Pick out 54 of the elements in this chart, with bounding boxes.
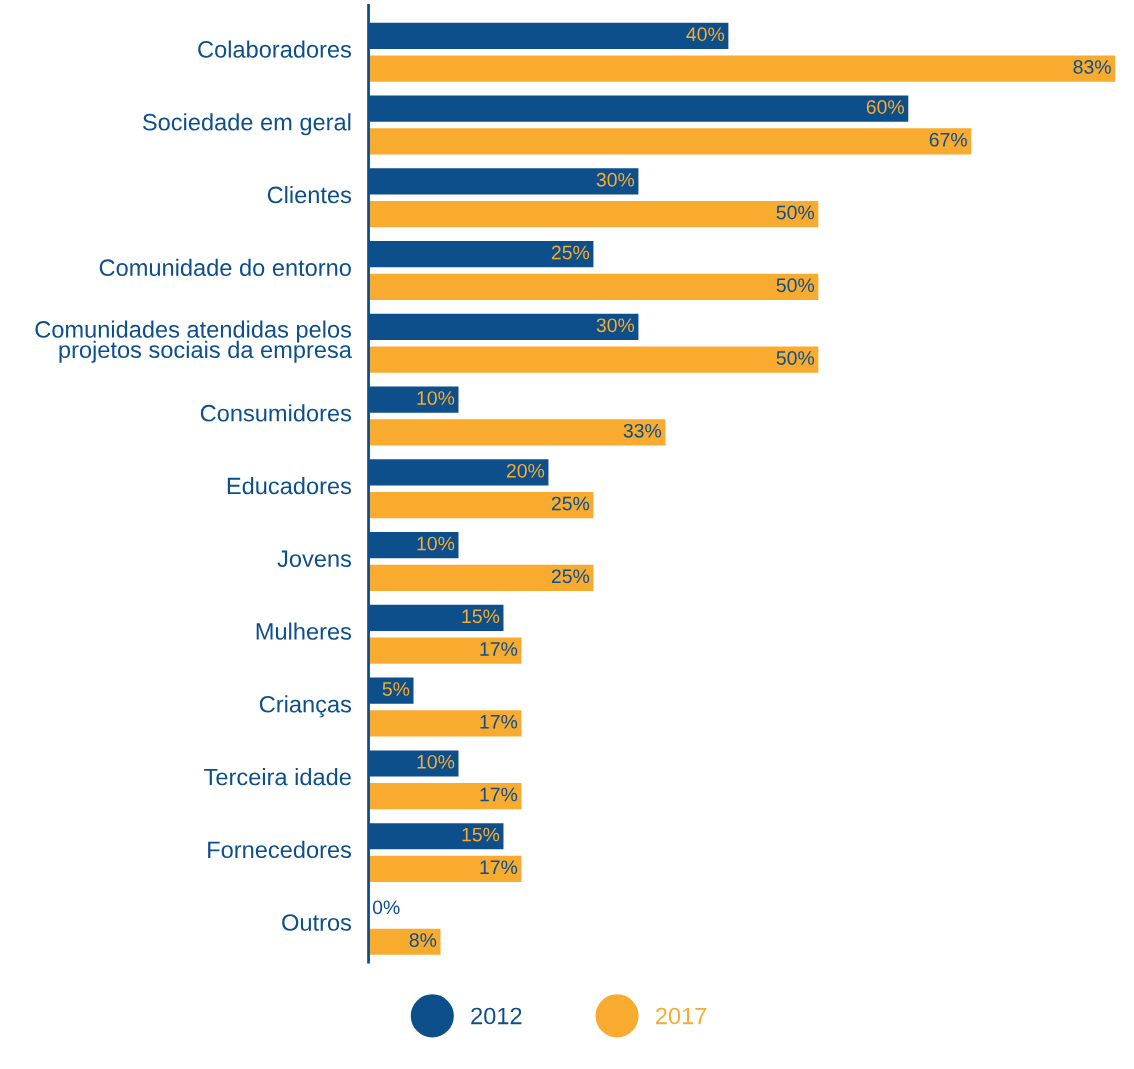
y-tick-label: Mulheres (256, 622, 352, 640)
data-label: 17% (480, 860, 518, 875)
data-label: 50% (776, 278, 815, 293)
data-label: 25% (551, 496, 590, 511)
data-label: 15% (462, 609, 500, 624)
data-label: 20% (506, 463, 545, 478)
bar (368, 710, 522, 737)
data-label: 40% (686, 27, 725, 42)
bar (368, 273, 819, 301)
data-label: 17% (480, 714, 518, 729)
data-label: 0% (372, 900, 400, 915)
data-label: 60% (866, 100, 904, 114)
bar (368, 419, 666, 446)
y-tick-label: Comunidades atendidas pelos projetos sociais da empresa (35, 320, 352, 363)
bar (368, 855, 522, 883)
bar (368, 637, 522, 664)
data-label: 83% (1073, 60, 1111, 74)
data-label: 5% (382, 682, 410, 696)
y-tick-label: Consumidores (200, 404, 352, 422)
data-label: 30% (596, 172, 635, 187)
bar (368, 783, 522, 810)
data-label: 33% (623, 423, 662, 438)
y-tick-label: Comunidade do entorno (99, 258, 351, 277)
data-label: 8% (409, 933, 437, 947)
y-tick-label: Jovens (277, 550, 352, 568)
bar (368, 55, 1116, 82)
data-label: 17% (480, 787, 518, 802)
y-tick-label: Fornecedores (208, 840, 352, 859)
legend-label: 2012 (471, 1007, 522, 1025)
data-label: 10% (417, 754, 455, 769)
y-tick-label: Clientes (267, 185, 352, 204)
data-label: 17% (480, 642, 518, 656)
bar (368, 928, 441, 955)
data-label: 30% (596, 318, 635, 333)
data-label: 50% (776, 351, 815, 365)
data-label: 10% (417, 536, 455, 551)
bar (368, 492, 594, 519)
bar (368, 564, 594, 592)
y-tick-label: Sociedade em geral (142, 113, 351, 136)
bar (368, 346, 819, 373)
y-tick-label: Terceira idade (204, 768, 351, 786)
y-tick-label: Outros (282, 914, 352, 931)
data-label: 67% (929, 132, 967, 147)
data-label: 50% (776, 205, 815, 220)
data-label: 25% (551, 569, 590, 584)
y-tick-label: Colaboradores (198, 40, 352, 58)
y-tick-label: Crianças (259, 695, 352, 718)
legend-label: 2017 (656, 1007, 707, 1025)
bar (368, 128, 972, 155)
data-label: 15% (462, 827, 500, 842)
data-label: 25% (551, 245, 590, 260)
y-tick-label: Educadores (227, 476, 352, 495)
bar (368, 201, 819, 228)
data-label: 10% (417, 391, 455, 405)
